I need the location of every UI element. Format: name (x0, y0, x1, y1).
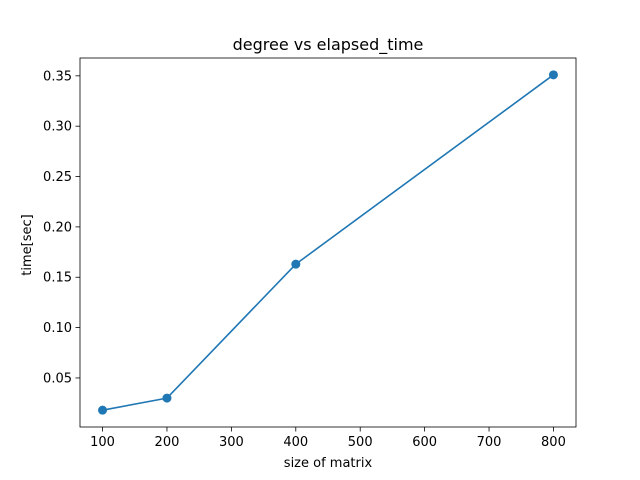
axes-frame (79, 57, 577, 428)
y-tick-label: 0.10 (43, 321, 72, 336)
x-tick-label: 600 (412, 435, 437, 450)
x-tick-label: 800 (541, 435, 566, 450)
y-tick-label: 0.05 (43, 371, 72, 386)
series-line (101, 74, 555, 411)
data-point (162, 393, 172, 403)
y-tick-label: 0.20 (43, 220, 72, 235)
y-tick-label: 0.15 (43, 271, 72, 286)
x-tick-label: 100 (90, 435, 115, 450)
y-tick-label: 0.30 (43, 120, 72, 135)
x-tick-label: 500 (348, 435, 373, 450)
x-tick-label: 400 (283, 435, 308, 450)
x-tick-label: 300 (219, 435, 244, 450)
y-tick-label: 0.35 (43, 69, 72, 84)
x-tick-label: 700 (477, 435, 502, 450)
data-point (548, 70, 558, 80)
data-point (98, 405, 108, 415)
y-tick-label: 0.25 (43, 170, 72, 185)
plot-area: 100 200 300 400 500 600 700 800 0.05 0.10 0.15 0.20… (43, 57, 577, 450)
x-axis-label: size of matrix (284, 456, 373, 471)
y-axis-label: time[sec] (20, 214, 35, 275)
x-tick-label: 200 (155, 435, 180, 450)
chart-title: degree vs elapsed_time (233, 35, 424, 55)
data-point (291, 259, 301, 269)
